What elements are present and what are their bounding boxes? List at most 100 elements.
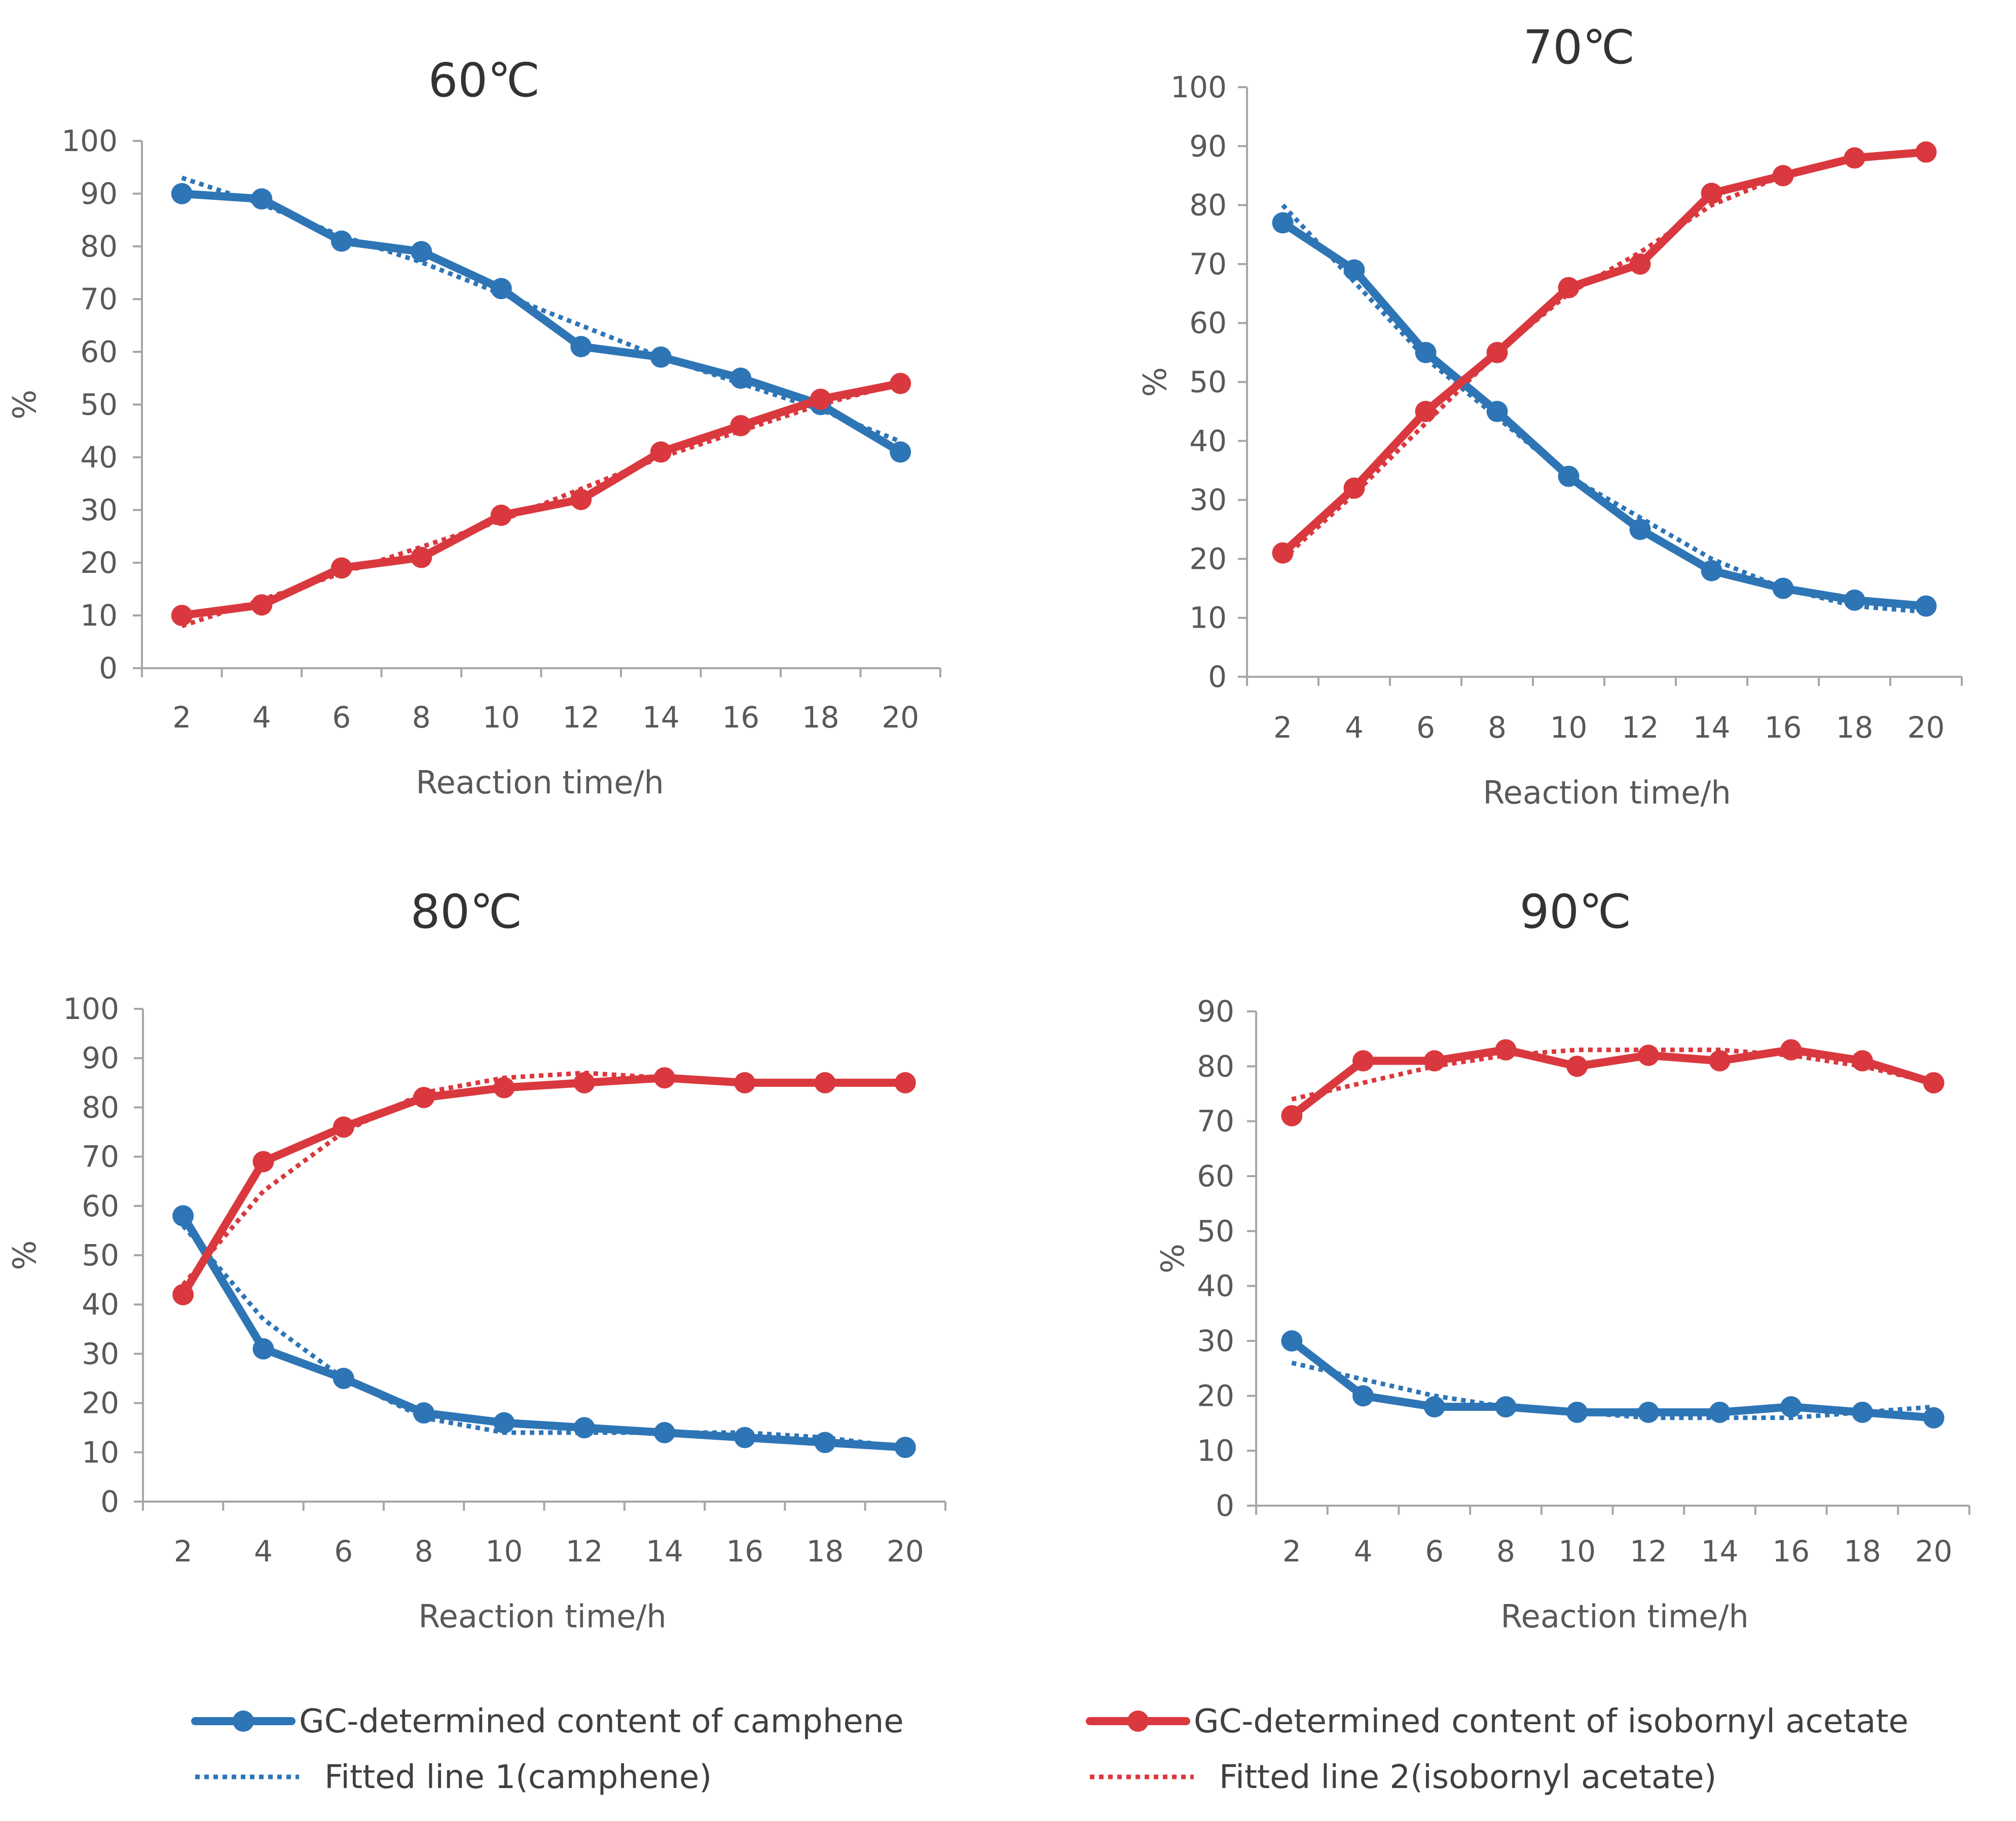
data-point-gc-determined-content-of-isobornyl-acetate	[331, 557, 352, 579]
y-tick-label: 60	[80, 335, 118, 369]
y-tick-label: 70	[1189, 247, 1227, 281]
y-tick-label: 10	[80, 598, 118, 633]
chart-title: 80℃	[411, 885, 522, 939]
series-line-gc-determined-content-of-camphene	[1288, 1337, 1938, 1422]
x-tick-label: 2	[1273, 710, 1292, 745]
legend-swatch-marker	[233, 1710, 254, 1732]
y-tick-label: 50	[1189, 365, 1227, 399]
data-point-gc-determined-content-of-isobornyl-acetate	[814, 1072, 836, 1094]
data-point-gc-determined-content-of-camphene	[1701, 560, 1722, 581]
x-tick-label: 18	[802, 700, 839, 735]
data-point-gc-determined-content-of-camphene	[1495, 1396, 1517, 1417]
y-axis-label: %	[1154, 1244, 1191, 1273]
data-point-gc-determined-content-of-isobornyl-acetate	[1495, 1039, 1517, 1061]
data-point-gc-determined-content-of-isobornyl-acetate	[810, 388, 831, 410]
legend-label: Fitted line 2(isobornyl acetate)	[1219, 1759, 1716, 1796]
y-tick-label: 30	[80, 493, 118, 527]
data-point-gc-determined-content-of-camphene	[570, 336, 592, 357]
chart-panel-90℃: 90℃ 0 10 20 30 40 50 60 70 80 90 2 4 6 8 10 12 14 16 18 20 Re…	[1154, 885, 1970, 1635]
y-tick-label: 0	[1208, 660, 1227, 694]
data-point-gc-determined-content-of-camphene	[650, 346, 672, 368]
data-point-gc-determined-content-of-camphene	[1844, 589, 1865, 611]
data-point-gc-determined-content-of-camphene	[1558, 465, 1580, 487]
y-tick-label: 80	[1189, 188, 1227, 223]
y-axis-label: %	[1137, 367, 1174, 397]
x-tick-label: 10	[1550, 710, 1588, 745]
data-point-gc-determined-content-of-camphene	[1629, 519, 1651, 540]
data-point-gc-determined-content-of-isobornyl-acetate	[1844, 147, 1865, 169]
y-tick-label: 20	[1189, 541, 1227, 576]
y-tick-label: 60	[1197, 1159, 1234, 1193]
data-point-gc-determined-content-of-isobornyl-acetate	[493, 1077, 515, 1099]
x-tick-label: 14	[646, 1534, 683, 1569]
x-tick-label: 18	[1836, 710, 1874, 745]
chart-panel-70℃: 70℃ 0 10 20 30 40 50 60 70 80 90 100 2 4 6 8 10 12 14 16 18 2…	[1137, 20, 1963, 811]
x-tick-label: 4	[252, 700, 271, 735]
x-tick-label: 12	[1622, 710, 1659, 745]
x-tick-label: 6	[1425, 1534, 1444, 1569]
y-tick-label: 90	[82, 1041, 119, 1075]
data-point-gc-determined-content-of-isobornyl-acetate	[1709, 1050, 1731, 1072]
x-tick-label: 16	[726, 1534, 763, 1569]
x-tick-label: 6	[1416, 710, 1435, 745]
x-tick-label: 16	[1765, 710, 1802, 745]
y-tick-label: 50	[1197, 1214, 1234, 1248]
series-line-gc-determined-content-of-camphene	[177, 190, 905, 456]
data-point-gc-determined-content-of-isobornyl-acetate	[413, 1086, 435, 1108]
x-tick-label: 20	[1908, 710, 1945, 745]
x-tick-label: 16	[1772, 1534, 1810, 1569]
y-tick-label: 10	[1197, 1434, 1234, 1468]
x-tick-label: 20	[887, 1534, 924, 1569]
y-tick-label: 20	[1197, 1378, 1234, 1413]
x-tick-label: 2	[172, 700, 191, 735]
data-point-gc-determined-content-of-camphene	[653, 1422, 675, 1443]
chart-panel-60℃: 60℃ 0 10 20 30 40 50 60 70 80 90 100 2 4 6 8 10 12 14 16 18 2…	[6, 53, 941, 801]
data-point-gc-determined-content-of-isobornyl-acetate	[1915, 141, 1937, 163]
data-point-gc-determined-content-of-isobornyl-acetate	[490, 504, 512, 526]
series-line-fitted-line-2-isobornyl-acetate	[1291, 1047, 1934, 1102]
data-point-gc-determined-content-of-isobornyl-acetate	[1566, 1055, 1588, 1077]
data-point-gc-determined-content-of-camphene	[1851, 1401, 1873, 1423]
data-point-gc-determined-content-of-camphene	[1709, 1401, 1731, 1423]
x-tick-label: 2	[174, 1534, 193, 1569]
data-point-gc-determined-content-of-camphene	[411, 241, 432, 263]
data-point-gc-determined-content-of-isobornyl-acetate	[1272, 542, 1294, 564]
data-point-gc-determined-content-of-isobornyl-acetate	[1281, 1105, 1303, 1126]
x-tick-label: 4	[1345, 710, 1364, 745]
legend-label: GC-determined content of isobornyl aceta…	[1194, 1703, 1909, 1740]
data-point-gc-determined-content-of-isobornyl-acetate	[251, 594, 273, 616]
data-point-gc-determined-content-of-camphene	[894, 1437, 916, 1459]
x-tick-label: 8	[415, 1534, 433, 1569]
data-point-gc-determined-content-of-camphene	[1772, 577, 1794, 599]
data-point-gc-determined-content-of-camphene	[1637, 1401, 1659, 1423]
y-tick-label: 40	[1189, 424, 1227, 458]
data-point-gc-determined-content-of-isobornyl-acetate	[890, 373, 911, 394]
y-tick-label: 80	[80, 229, 118, 264]
data-point-gc-determined-content-of-camphene	[1423, 1396, 1445, 1417]
x-tick-label: 6	[332, 700, 351, 735]
y-tick-label: 0	[99, 651, 118, 685]
chart-title: 70℃	[1523, 20, 1635, 75]
data-point-gc-determined-content-of-isobornyl-acetate	[1780, 1039, 1802, 1061]
x-tick-label: 14	[1693, 710, 1731, 745]
y-tick-label: 40	[1197, 1269, 1234, 1303]
data-point-gc-determined-content-of-isobornyl-acetate	[1701, 183, 1722, 204]
series-line-gc-determined-content-of-isobornyl-acetate	[1288, 1045, 1938, 1120]
x-tick-label: 6	[334, 1534, 353, 1569]
x-tick-label: 20	[1915, 1534, 1953, 1569]
x-tick-label: 4	[1354, 1534, 1373, 1569]
data-point-gc-determined-content-of-isobornyl-acetate	[570, 489, 592, 511]
data-point-gc-determined-content-of-isobornyl-acetate	[1352, 1050, 1374, 1072]
data-point-gc-determined-content-of-camphene	[251, 188, 273, 210]
data-point-gc-determined-content-of-isobornyl-acetate	[172, 1284, 194, 1305]
y-tick-label: 70	[1197, 1104, 1234, 1139]
data-point-gc-determined-content-of-isobornyl-acetate	[252, 1151, 274, 1173]
y-axis-label: %	[6, 390, 43, 420]
y-tick-label: 10	[82, 1435, 119, 1470]
y-tick-label: 20	[82, 1386, 119, 1421]
data-point-gc-determined-content-of-camphene	[734, 1427, 756, 1448]
y-tick-label: 30	[82, 1336, 119, 1371]
x-tick-label: 8	[412, 700, 431, 735]
y-tick-label: 50	[80, 387, 118, 422]
y-tick-label: 70	[80, 282, 118, 316]
